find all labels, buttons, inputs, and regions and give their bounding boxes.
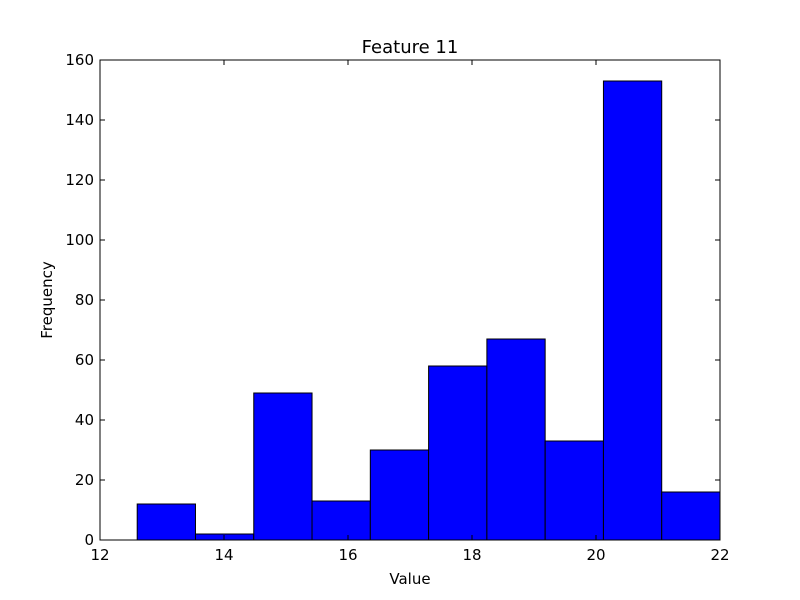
histogram-bar	[369, 449, 430, 541]
chart-title: Feature 11	[362, 37, 459, 58]
y-tick-label: 0	[84, 531, 94, 549]
x-axis-label: Value	[389, 570, 430, 588]
x-tick-label: 20	[586, 546, 605, 564]
y-tick-label: 140	[65, 111, 94, 129]
histogram-bar	[486, 338, 546, 541]
x-tick-label: 16	[338, 546, 357, 564]
histogram-bar	[311, 500, 371, 541]
histogram-bar	[136, 503, 196, 541]
histogram-bar	[544, 440, 604, 541]
x-tick-label: 18	[462, 546, 481, 564]
y-tick-label: 120	[65, 171, 94, 189]
x-tick-label: 22	[710, 546, 729, 564]
histogram-bar	[428, 365, 488, 541]
y-axis-label: Frequency	[38, 261, 56, 339]
x-tick-label: 12	[90, 546, 109, 564]
y-tick-label: 40	[75, 411, 94, 429]
bars-group	[136, 80, 721, 541]
histogram-bar	[661, 491, 721, 541]
histogram-bar	[253, 392, 313, 541]
y-tick-label: 60	[75, 351, 94, 369]
histogram-bar	[602, 80, 663, 541]
plot-frame	[99, 59, 721, 541]
y-tick-label: 160	[65, 51, 94, 69]
y-tick-label: 100	[65, 231, 94, 249]
ticks-group: 12 14 16 18 20 22 0 20 40 60 80 100 120 140 160	[65, 51, 729, 564]
y-tick-label: 80	[75, 291, 94, 309]
histogram-bar	[194, 533, 255, 541]
x-tick-label: 14	[214, 546, 233, 564]
y-tick-label: 20	[75, 471, 94, 489]
